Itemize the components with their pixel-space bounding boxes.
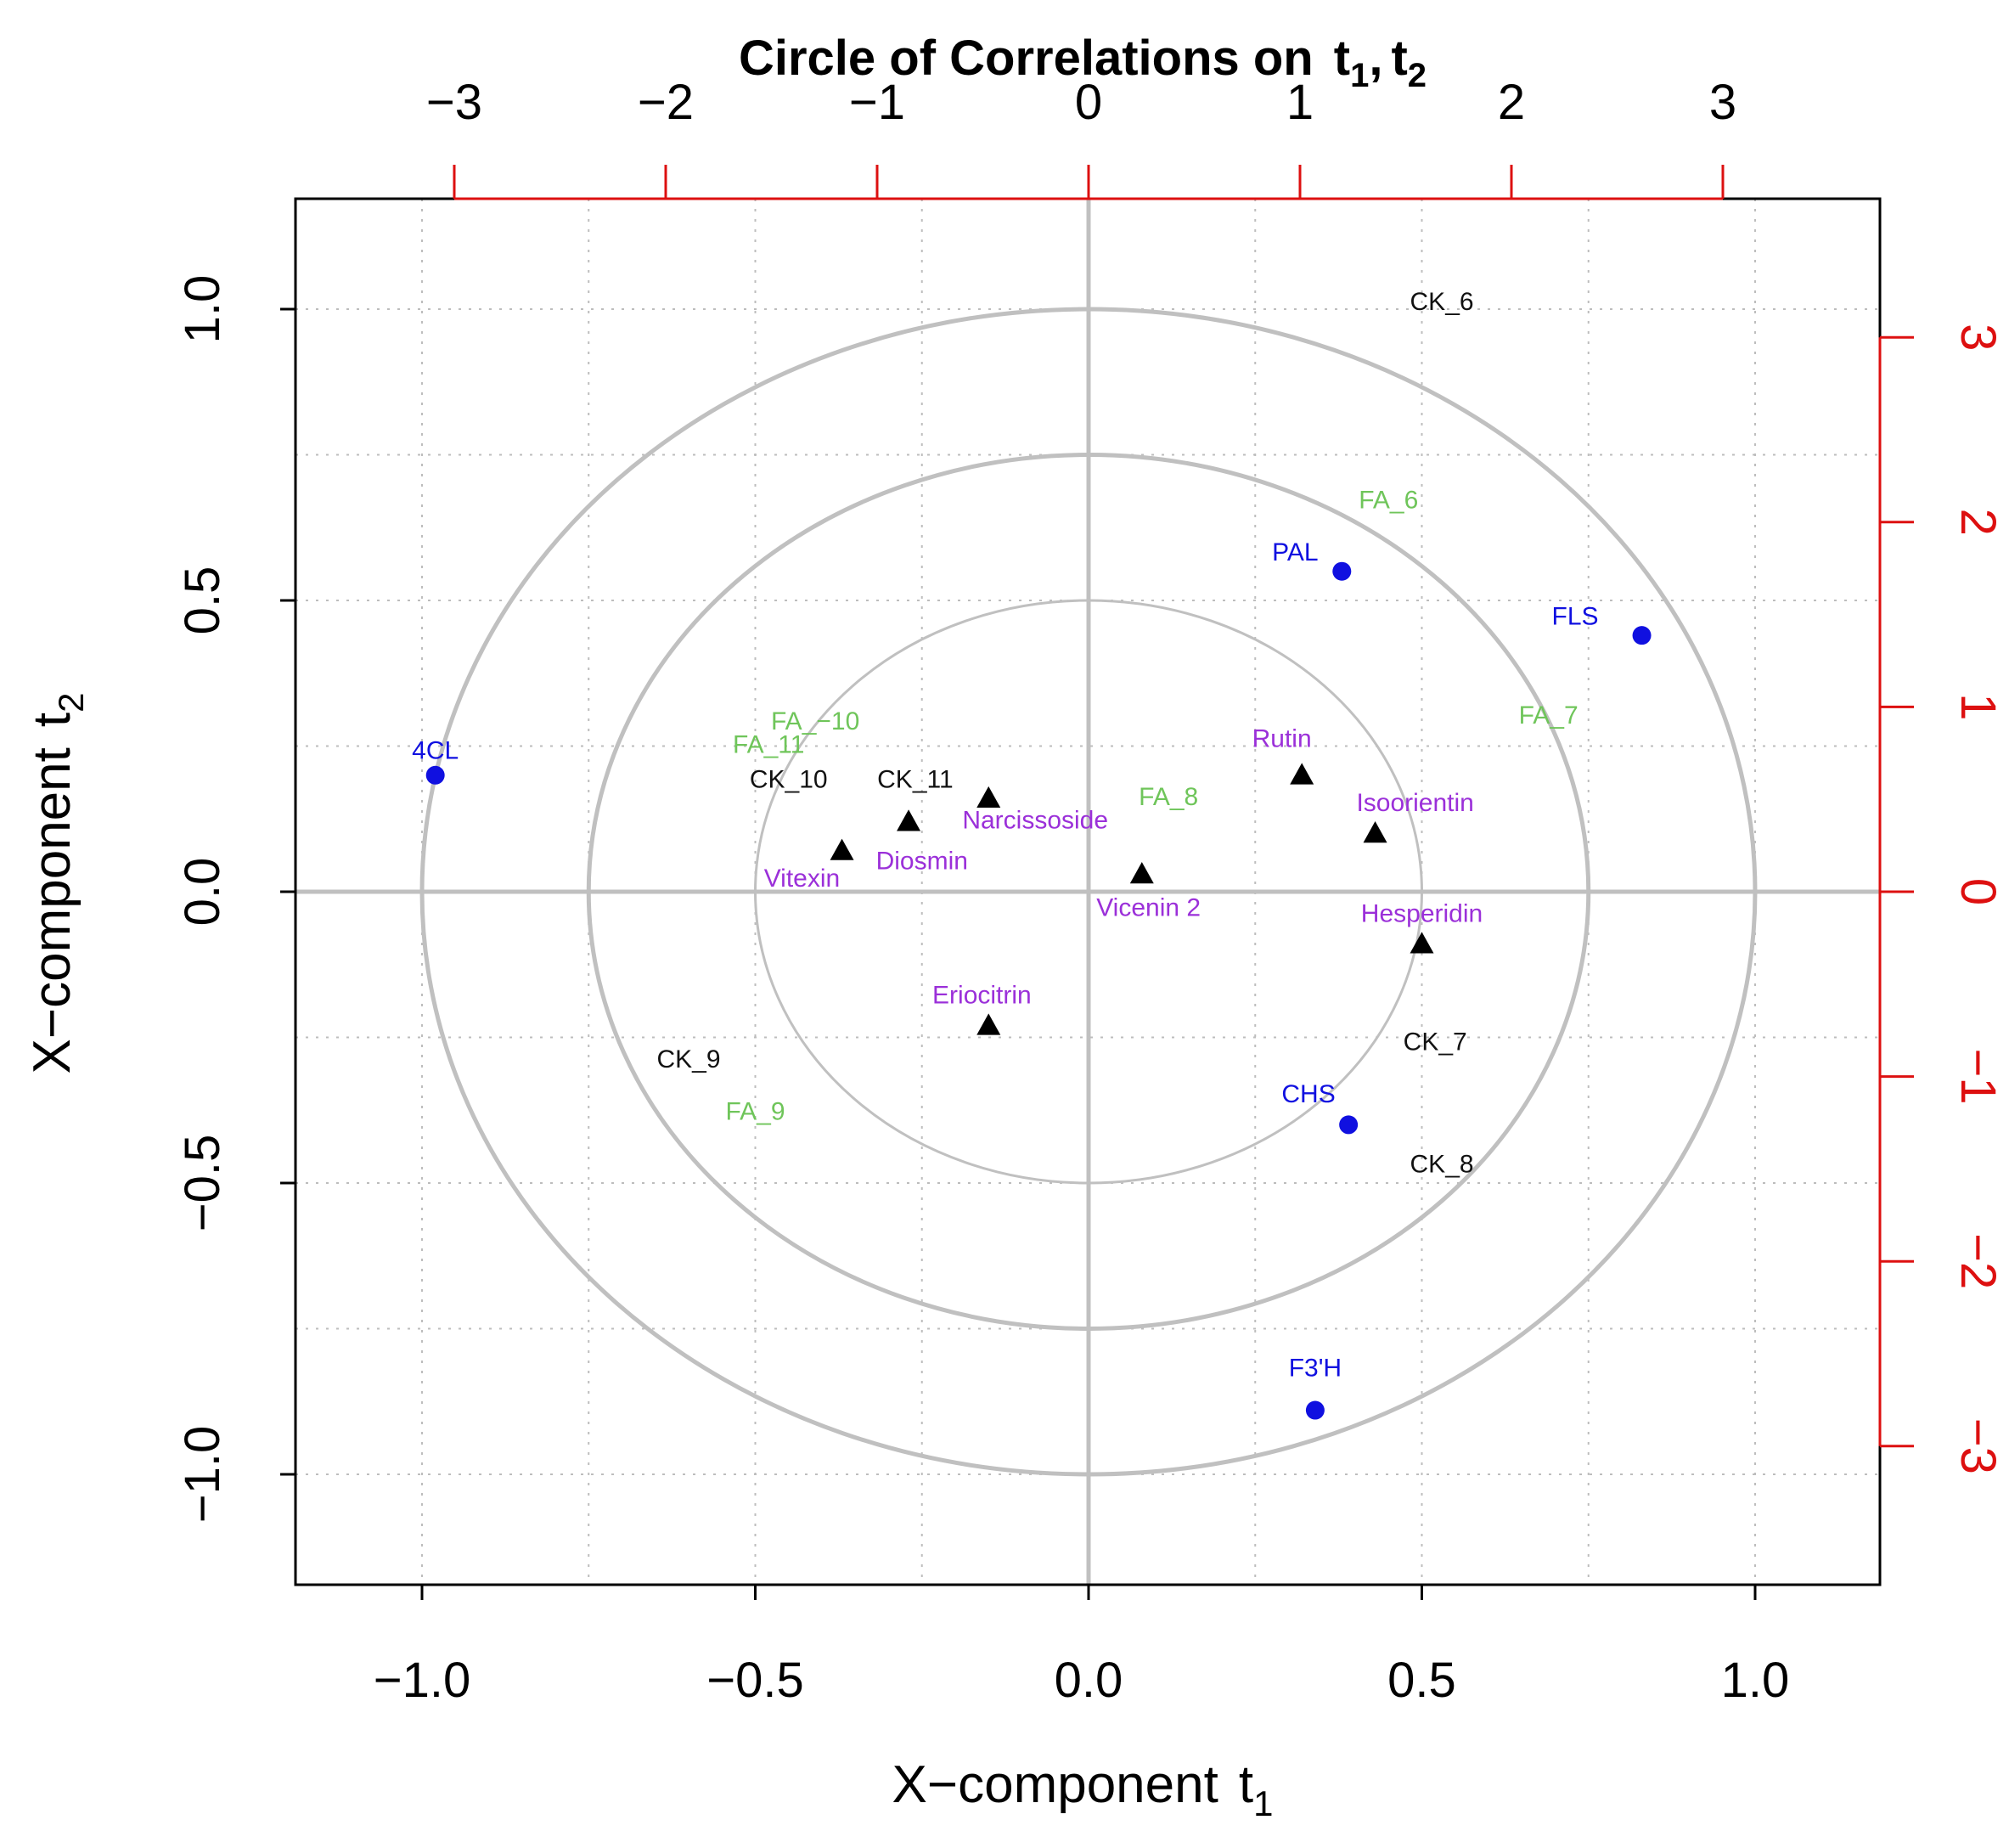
flavonoid-point [1129, 862, 1154, 884]
point-label: Diosmin [876, 848, 968, 876]
flavonoid-point [1410, 932, 1434, 954]
top-tick-label: 3 [1709, 75, 1736, 130]
top-tick-label: −3 [426, 75, 482, 130]
gene-point [1632, 626, 1652, 645]
right-tick-label: 2 [1950, 509, 2006, 536]
bottom-tick-label: 0.5 [1387, 1653, 1456, 1708]
point-label: FA_8 [1139, 783, 1198, 811]
point-label: CK_9 [656, 1045, 720, 1073]
x-axis-label: X−component t1 [892, 1755, 1274, 1823]
flavonoid-point [976, 1013, 1001, 1035]
point-label: CK_10 [750, 766, 828, 794]
bottom-tick-label: −1.0 [374, 1653, 471, 1708]
left-tick-label: 0.0 [175, 858, 230, 927]
point-label: FA_9 [725, 1098, 785, 1126]
top-tick-label: 1 [1286, 75, 1314, 130]
point-label: 4CL [412, 736, 459, 764]
flavonoid-point [897, 809, 921, 831]
markers [425, 561, 1652, 1420]
point-label: FA_−10 [771, 707, 859, 735]
point-label: CK_8 [1410, 1150, 1474, 1178]
right-secondary-axis: −3 −2 −1 0 1 2 3 [1878, 324, 2006, 1474]
right-tick-label: −3 [1950, 1418, 2006, 1474]
point-label: FA_6 [1359, 486, 1418, 514]
point-label: CK_6 [1410, 288, 1474, 316]
point-label: FA_7 [1519, 701, 1578, 730]
right-tick-label: −1 [1950, 1049, 2006, 1105]
right-tick-label: 3 [1950, 324, 2006, 351]
left-tick-label: 1.0 [175, 275, 230, 344]
gene-point [1332, 561, 1352, 581]
gene-point [1339, 1115, 1359, 1135]
point-label: FLS [1552, 603, 1599, 631]
flavonoid-point [1363, 821, 1387, 843]
left-tick-label: 0.5 [175, 566, 230, 635]
bottom-axis: −1.0 −0.5 0.0 0.5 1.0 [374, 1585, 1790, 1708]
left-axis: −1.0 −0.5 0.0 0.5 1.0 [175, 275, 295, 1524]
top-tick-label: −1 [849, 75, 905, 130]
bottom-tick-label: 0.0 [1055, 1653, 1123, 1708]
left-tick-label: −0.5 [175, 1135, 230, 1232]
chart-title: Circle of Correlations on t1, t2 [739, 31, 1427, 94]
right-tick-label: −2 [1950, 1233, 2006, 1289]
gene-point [1305, 1400, 1325, 1420]
point-label: CK_11 [877, 766, 954, 794]
zero-axes [295, 199, 1880, 1585]
bottom-tick-label: 1.0 [1721, 1653, 1790, 1708]
point-label: Rutin [1252, 725, 1312, 753]
point-label: F3'H [1289, 1354, 1342, 1382]
flavonoid-point [1290, 763, 1314, 785]
gene-point [425, 765, 445, 785]
bottom-tick-label: −0.5 [706, 1653, 804, 1708]
point-label: CHS [1281, 1080, 1335, 1108]
point-labels: 4CL PAL FLS CHS F3'H Narcissoside Diosmin Vitex… [412, 288, 1598, 1382]
top-tick-label: −2 [638, 75, 694, 130]
top-tick-label: 0 [1075, 75, 1102, 130]
y-axis-label: X−componentt2 [23, 693, 91, 1074]
top-tick-label: 2 [1498, 75, 1525, 130]
point-label: Eriocitrin [932, 981, 1032, 1009]
left-tick-label: −1.0 [175, 1426, 230, 1524]
right-tick-label: 1 [1950, 693, 2006, 720]
point-label: Isoorientin [1356, 789, 1473, 817]
right-tick-label: 0 [1950, 878, 2006, 905]
point-label: FA_11 [733, 730, 805, 758]
point-label: Narcissoside [962, 807, 1108, 835]
point-label: Vicenin 2 [1096, 894, 1201, 922]
top-secondary-axis: −3 −2 −1 0 1 2 3 [426, 75, 1736, 200]
flavonoid-point [830, 838, 854, 860]
point-label: Vitexin [764, 865, 841, 893]
point-label: PAL [1272, 538, 1318, 566]
point-label: Hesperidin [1361, 899, 1483, 927]
flavonoid-point [976, 786, 1001, 808]
point-label: CK_7 [1404, 1028, 1467, 1056]
